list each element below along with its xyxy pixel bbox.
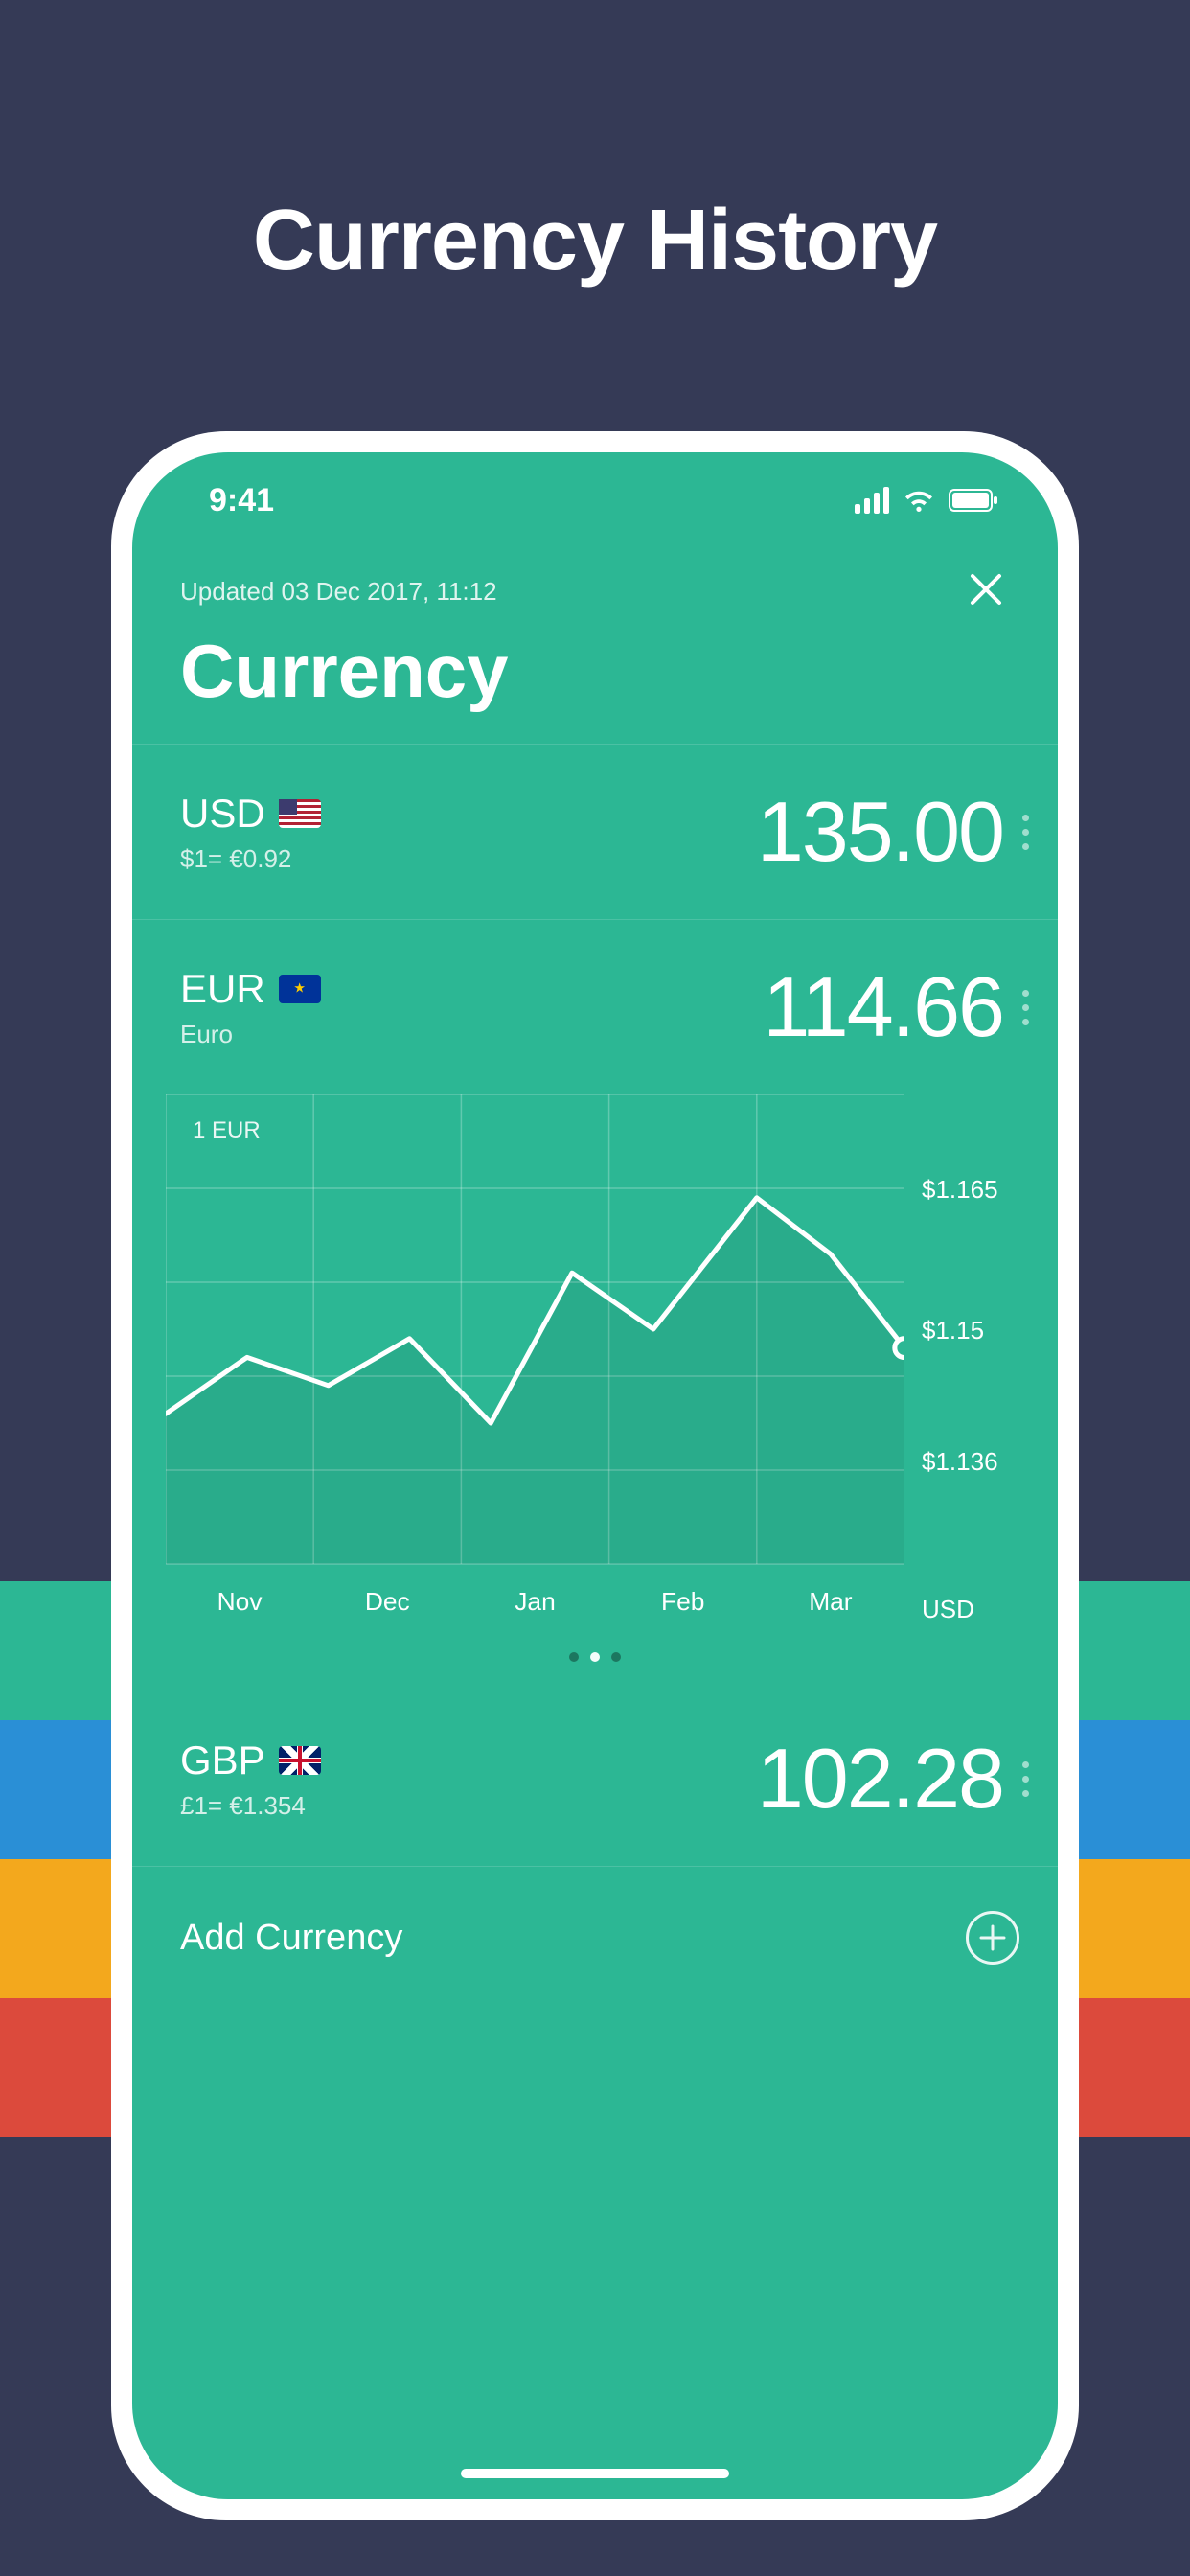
drag-handle-icon[interactable]	[1013, 815, 1039, 850]
currency-left: GBP £1= €1.354	[180, 1737, 321, 1821]
add-currency-button[interactable]	[966, 1911, 1019, 1965]
chart-plot-area[interactable]: 1 EUR NovDecJanFebMar	[166, 1094, 904, 1631]
drag-handle-icon[interactable]	[1013, 990, 1039, 1025]
currency-row-usd[interactable]: USD $1= €0.92 135.00	[132, 745, 1058, 920]
currency-left: EUR Euro	[180, 966, 321, 1049]
chart-x-label: Dec	[365, 1587, 410, 1616]
chart-x-label: Mar	[809, 1587, 853, 1616]
updated-timestamp: Updated 03 Dec 2017, 11:12	[180, 577, 1010, 607]
add-currency-label: Add Currency	[180, 1918, 402, 1959]
screen-header: Updated 03 Dec 2017, 11:12 Currency	[132, 548, 1058, 744]
chart-pager[interactable]	[166, 1652, 1024, 1662]
status-time: 9:41	[209, 482, 274, 519]
currency-left: USD $1= €0.92	[180, 791, 321, 874]
currency-name: Euro	[180, 1020, 321, 1049]
cellular-icon	[855, 487, 889, 514]
chart-x-label: Feb	[661, 1587, 704, 1616]
chart-x-label: Jan	[515, 1587, 556, 1616]
app-screen: 9:41 Updated 03 Dec 2017, 11:12 Currency	[132, 452, 1058, 2499]
currency-code: GBP	[180, 1737, 265, 1783]
pager-dot[interactable]	[590, 1652, 600, 1662]
chart-y-label: $1.136	[922, 1447, 998, 1477]
chart-y-unit: USD	[922, 1595, 974, 1624]
chart-y-label: $1.165	[922, 1175, 998, 1205]
add-currency-row[interactable]: Add Currency	[132, 1867, 1058, 2009]
flag-uk-icon	[279, 1746, 321, 1775]
currency-row-eur[interactable]: EUR Euro 114.66	[132, 920, 1058, 1094]
currency-row-gbp[interactable]: GBP £1= €1.354 102.28	[132, 1691, 1058, 1867]
pager-dot[interactable]	[611, 1652, 621, 1662]
currency-rate: £1= €1.354	[180, 1791, 321, 1821]
currency-value: 135.00	[757, 783, 1003, 881]
flag-us-icon	[279, 799, 321, 828]
close-icon	[967, 570, 1005, 609]
drag-handle-icon[interactable]	[1013, 1761, 1039, 1797]
currency-code: EUR	[180, 966, 265, 1012]
wifi-icon	[903, 488, 935, 513]
chart-x-label: Nov	[217, 1587, 263, 1616]
chart-y-label: $1.15	[922, 1316, 984, 1346]
chart-y-axis: $1.165 $1.15 $1.136 USD	[904, 1094, 1024, 1631]
phone-frame: 9:41 Updated 03 Dec 2017, 11:12 Currency	[111, 431, 1079, 2520]
status-bar: 9:41	[132, 452, 1058, 548]
currency-value: 114.66	[763, 958, 1003, 1056]
currency-rate: $1= €0.92	[180, 844, 321, 874]
currency-code: USD	[180, 791, 265, 837]
battery-icon	[949, 488, 1000, 513]
page-title: Currency	[180, 628, 1010, 715]
close-button[interactable]	[962, 565, 1010, 613]
flag-eu-icon	[279, 975, 321, 1003]
marketing-title: Currency History	[0, 192, 1190, 290]
status-indicators	[855, 487, 1000, 514]
home-indicator[interactable]	[461, 2469, 729, 2478]
history-chart: 1 EUR NovDecJanFebMar $1.165$1.15$1.136U…	[132, 1094, 1058, 1691]
plus-icon	[977, 1922, 1008, 1953]
pager-dot[interactable]	[569, 1652, 579, 1662]
currency-value: 102.28	[757, 1730, 1003, 1828]
